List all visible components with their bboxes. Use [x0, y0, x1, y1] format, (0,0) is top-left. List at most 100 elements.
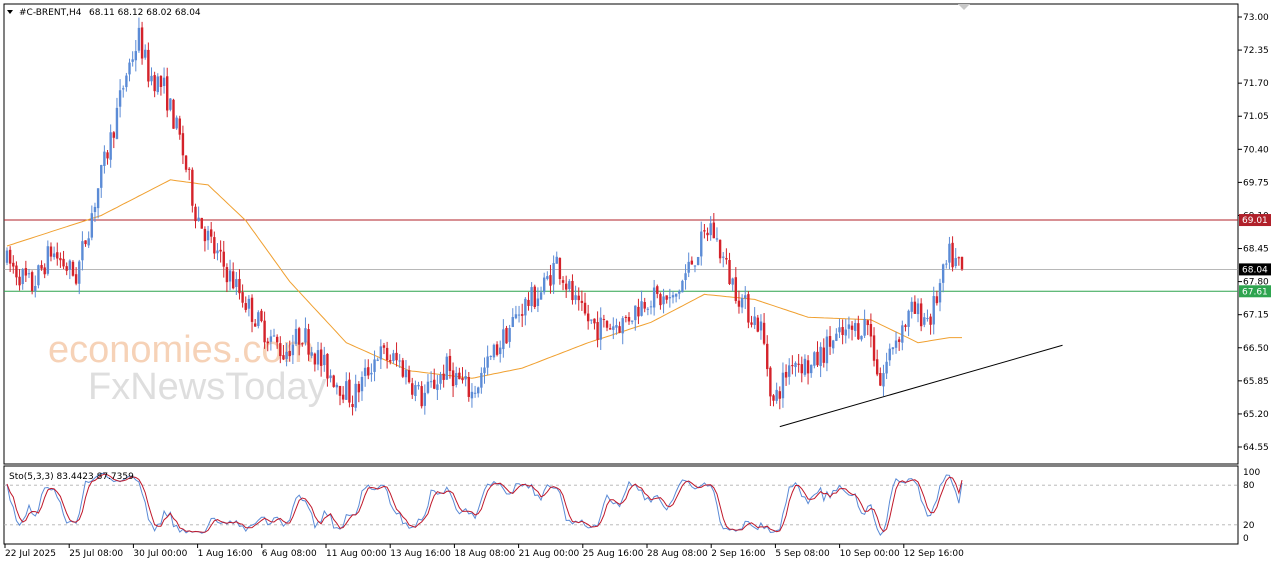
candle-body	[737, 300, 741, 307]
y-tick-label: 64.55	[1243, 443, 1269, 453]
candle-body	[301, 343, 304, 345]
chart-shift-marker[interactable]	[958, 4, 970, 10]
candle-body	[885, 361, 888, 374]
support-price-tag-bg	[1239, 285, 1271, 298]
candle	[828, 326, 832, 355]
stochastic-tick-label: 100	[1243, 468, 1260, 478]
candle-body	[367, 367, 370, 376]
candle-body	[197, 217, 200, 221]
candle	[926, 309, 929, 322]
candle	[238, 269, 241, 300]
candle	[945, 259, 948, 269]
candle	[637, 298, 640, 325]
candle-body	[505, 327, 508, 344]
candle	[448, 349, 452, 379]
candle	[426, 374, 430, 395]
current-price-tag-text: 68.04	[1242, 265, 1268, 275]
candle	[869, 313, 873, 348]
candle	[345, 372, 348, 400]
candle	[360, 371, 364, 401]
candle-body	[131, 59, 134, 62]
candle-body	[357, 383, 361, 393]
candle-body	[373, 359, 376, 372]
candle	[439, 371, 442, 390]
candle	[8, 246, 12, 273]
candle-body	[822, 347, 825, 363]
candle	[747, 291, 750, 329]
candle	[464, 369, 467, 387]
candle	[791, 355, 794, 375]
candle-body	[590, 319, 593, 321]
candle	[891, 347, 895, 355]
candle-body	[228, 270, 232, 282]
candle	[910, 297, 913, 319]
candle	[5, 247, 9, 266]
x-tick-label: 12 Sep 16:00	[904, 549, 964, 559]
candle-body	[461, 378, 464, 381]
candle-body	[266, 341, 269, 344]
candle	[709, 216, 712, 241]
candle-body	[81, 241, 84, 261]
candle-body	[46, 246, 50, 274]
candle	[461, 367, 464, 384]
y-tick-label: 73.00	[1243, 13, 1269, 23]
candle	[106, 150, 109, 165]
candle-body	[426, 381, 430, 393]
candle-body	[162, 77, 166, 87]
candle	[841, 319, 844, 345]
candle	[323, 346, 326, 372]
candle	[822, 338, 825, 368]
candle	[213, 231, 216, 259]
candle	[627, 312, 631, 325]
candle-body	[662, 296, 665, 305]
y-tick-label: 69.75	[1243, 178, 1269, 188]
y-tick-label: 66.50	[1243, 344, 1269, 354]
candle	[853, 319, 857, 337]
candle	[813, 351, 816, 369]
candle-body	[473, 392, 477, 394]
candle-body	[153, 75, 156, 92]
candle-body	[599, 317, 602, 340]
candle	[486, 345, 489, 375]
candle	[734, 267, 738, 304]
candle-body	[275, 336, 279, 343]
candle	[319, 342, 323, 377]
candle	[766, 335, 769, 377]
candle-body	[684, 273, 687, 281]
candle-body	[100, 165, 103, 188]
chart-menu-icon[interactable]	[7, 10, 13, 14]
candle-body	[668, 297, 672, 299]
candle-body	[923, 317, 926, 325]
candle	[27, 268, 31, 279]
candle-body	[389, 360, 392, 362]
candle-body	[65, 266, 68, 271]
candle-body	[341, 394, 345, 400]
candle-body	[816, 351, 819, 366]
candle-body	[137, 27, 141, 51]
candle-body	[222, 251, 225, 267]
candle-body	[731, 278, 734, 285]
candle	[800, 356, 803, 383]
candle-body	[134, 51, 137, 61]
candle-body	[5, 250, 9, 263]
candle	[574, 285, 577, 305]
candle	[772, 394, 775, 407]
candle	[473, 385, 477, 398]
candle	[140, 21, 144, 65]
candle-body	[910, 301, 913, 312]
candle	[162, 67, 166, 94]
candle	[228, 259, 232, 291]
candle-body	[800, 364, 803, 374]
candle	[907, 309, 910, 337]
candle-body	[304, 328, 307, 343]
candle	[379, 339, 383, 369]
candle-body	[646, 308, 650, 310]
y-tick-label: 71.05	[1243, 112, 1269, 122]
candle-body	[841, 327, 844, 335]
candle	[442, 364, 445, 388]
candle	[294, 319, 298, 347]
candle	[156, 73, 159, 95]
candle	[668, 288, 672, 308]
candle-body	[649, 306, 653, 308]
